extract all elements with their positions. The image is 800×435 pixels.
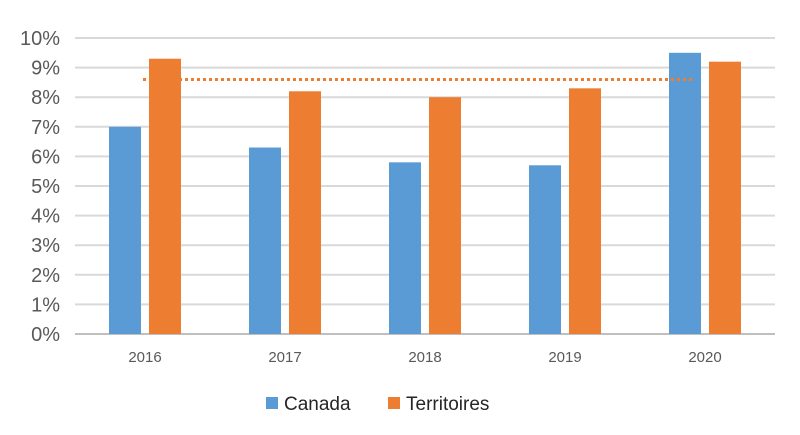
bar-territoires-2018 [429,97,461,334]
x-tick-label: 2016 [128,349,161,366]
y-tick-label: 8% [31,87,60,109]
y-tick-label: 3% [31,235,60,257]
y-tick-label: 1% [31,294,60,316]
y-tick-label: 10% [20,28,60,50]
bar-canada-2018 [389,162,421,334]
legend-label-canada: Canada [284,394,351,415]
y-tick-label: 7% [31,117,60,139]
legend-swatch-canada [266,397,278,409]
bar-territoires-2017 [289,91,321,334]
legend-label-territoires: Territoires [406,394,489,415]
bar-territoires-2019 [569,88,601,334]
y-tick-label: 9% [31,58,60,80]
x-tick-label: 2019 [548,349,581,366]
legend-swatch-territoires [388,397,400,409]
x-tick-label: 2020 [688,349,721,366]
x-tick-label: 2017 [268,349,301,366]
bar-territoires-2016 [149,58,181,334]
bar-canada-2020 [669,52,701,335]
bar-canada-2017 [249,147,281,334]
y-tick-label: 6% [31,146,60,168]
bar-canada-2016 [109,126,141,334]
bar-territoires-2020 [709,61,741,335]
y-tick-label: 0% [31,324,60,346]
y-tick-label: 5% [31,176,60,198]
bar-canada-2019 [529,165,561,334]
y-tick-label: 2% [31,265,60,287]
y-tick-label: 4% [31,206,60,228]
x-tick-label: 2018 [408,349,441,366]
